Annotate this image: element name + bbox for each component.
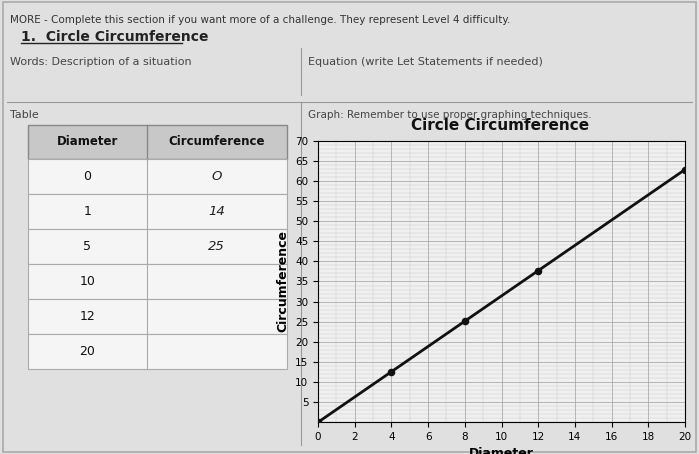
FancyBboxPatch shape: [28, 125, 287, 159]
Text: 20: 20: [80, 345, 95, 358]
FancyBboxPatch shape: [28, 159, 287, 194]
X-axis label: Diameter: Diameter: [469, 448, 534, 454]
FancyBboxPatch shape: [28, 229, 287, 264]
Text: Diameter: Diameter: [57, 135, 118, 148]
Text: Circumference: Circumference: [168, 135, 265, 148]
Text: 14: 14: [208, 205, 225, 218]
Text: Table: Table: [10, 110, 39, 120]
FancyBboxPatch shape: [28, 194, 287, 229]
Point: [386, 368, 397, 375]
Text: 1.  Circle Circumference: 1. Circle Circumference: [21, 30, 208, 44]
Text: Graph: Remember to use proper graphing techniques.: Graph: Remember to use proper graphing t…: [308, 110, 591, 120]
FancyBboxPatch shape: [28, 264, 287, 299]
Y-axis label: Circumference: Circumference: [277, 231, 289, 332]
Text: 5: 5: [83, 240, 92, 253]
Text: Words: Description of a situation: Words: Description of a situation: [10, 57, 192, 67]
Text: 12: 12: [80, 310, 95, 323]
Point: [312, 419, 324, 426]
FancyBboxPatch shape: [28, 299, 287, 334]
Text: 1: 1: [83, 205, 92, 218]
Text: Equation (write Let Statements if needed): Equation (write Let Statements if needed…: [308, 57, 542, 67]
Text: Circle Circumference: Circle Circumference: [411, 118, 589, 133]
Point: [459, 317, 470, 325]
Text: 10: 10: [80, 275, 95, 288]
Text: 0: 0: [83, 170, 92, 183]
Point: [533, 267, 544, 274]
Text: MORE - Complete this section if you want more of a challenge. They represent Lev: MORE - Complete this section if you want…: [10, 15, 511, 25]
FancyBboxPatch shape: [28, 334, 287, 369]
Text: 25: 25: [208, 240, 225, 253]
Point: [679, 166, 691, 173]
Text: O: O: [212, 170, 222, 183]
